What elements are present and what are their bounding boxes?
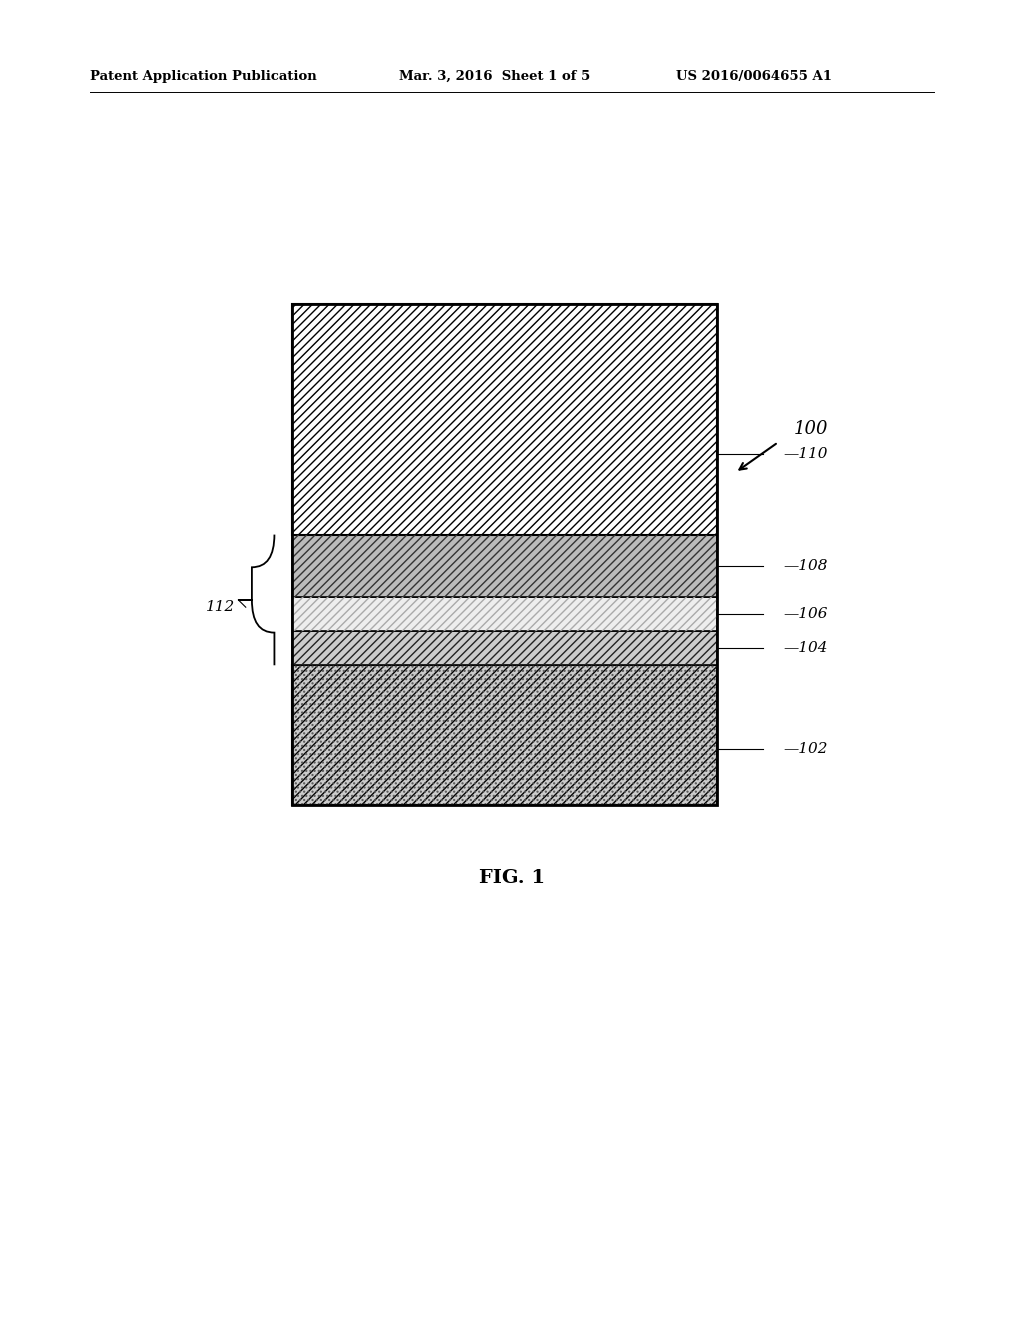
Bar bbox=[292, 665, 717, 805]
Text: —108: —108 bbox=[783, 558, 827, 573]
Bar bbox=[292, 631, 717, 665]
Bar bbox=[292, 597, 717, 631]
Bar bbox=[292, 535, 717, 597]
Text: US 2016/0064655 A1: US 2016/0064655 A1 bbox=[676, 70, 831, 83]
Text: FIG. 1: FIG. 1 bbox=[479, 869, 545, 887]
Text: Mar. 3, 2016  Sheet 1 of 5: Mar. 3, 2016 Sheet 1 of 5 bbox=[399, 70, 591, 83]
Text: 112: 112 bbox=[206, 601, 236, 614]
Bar bbox=[292, 304, 717, 535]
Text: Patent Application Publication: Patent Application Publication bbox=[90, 70, 316, 83]
Text: —102: —102 bbox=[783, 742, 827, 756]
Bar bbox=[292, 535, 717, 597]
Text: —104: —104 bbox=[783, 642, 827, 655]
Bar bbox=[292, 304, 717, 805]
Bar bbox=[292, 597, 717, 631]
Bar bbox=[292, 631, 717, 665]
Bar bbox=[292, 665, 717, 805]
Text: —110: —110 bbox=[783, 446, 827, 461]
Text: 100: 100 bbox=[794, 420, 828, 438]
Text: —106: —106 bbox=[783, 607, 827, 620]
Bar bbox=[292, 304, 717, 535]
Bar bbox=[292, 665, 717, 805]
